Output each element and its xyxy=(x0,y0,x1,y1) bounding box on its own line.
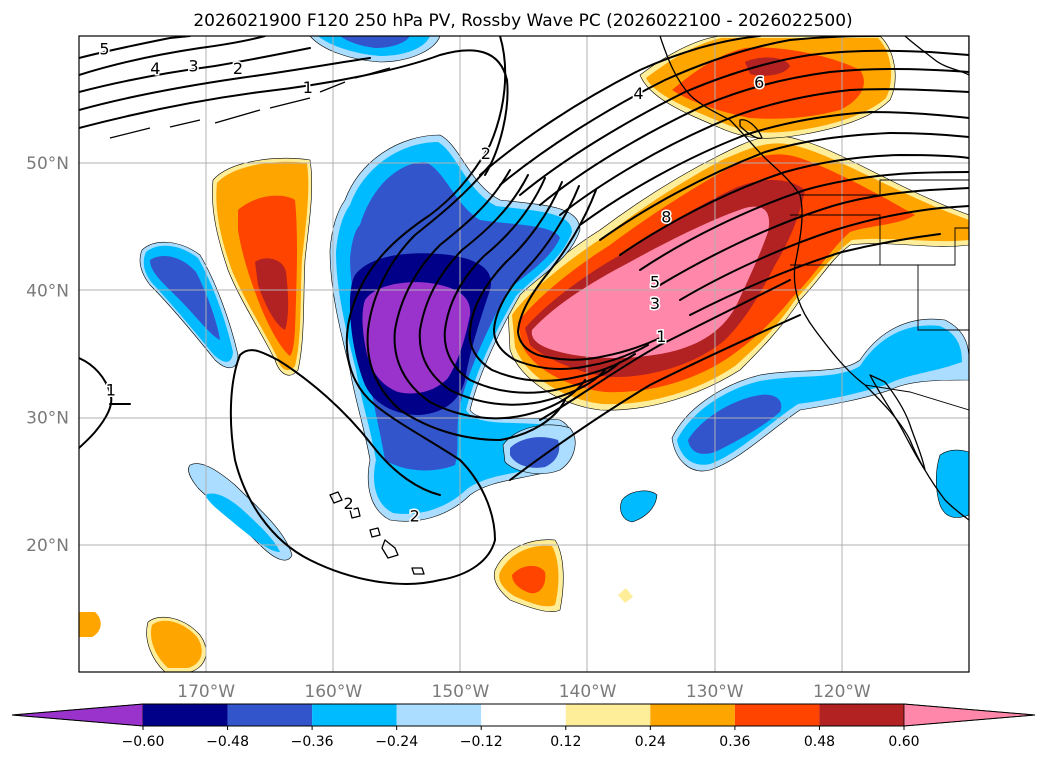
contour-label-1: 4 xyxy=(150,59,160,78)
negative-anomaly-0.60 xyxy=(362,282,471,394)
anomaly-fills xyxy=(79,36,969,672)
colorbar-label-9: 0.60 xyxy=(888,734,919,750)
negative-anomaly-east-c xyxy=(688,394,782,454)
lon-label-4: 130°W xyxy=(686,682,744,702)
gridlines xyxy=(79,36,969,672)
lat-label-0: 20°N xyxy=(26,536,69,556)
contour-label-13: 2 xyxy=(343,494,353,513)
colorbar-label-0: −0.60 xyxy=(122,734,165,750)
map-title: 2026021900 F120 250 hPa PV, Rossby Wave … xyxy=(193,11,852,31)
longitude-labels: 170°W 160°W 150°W 140°W 130°W 120°W xyxy=(177,682,871,702)
hawaii-islands xyxy=(329,491,425,575)
colorbar-label-2: −0.36 xyxy=(291,734,334,750)
contour-label-10: 3 xyxy=(650,294,660,313)
colorbar-bin-8 xyxy=(819,704,904,726)
colorbar-bin-0 xyxy=(143,704,228,726)
colorbar-bin-3 xyxy=(396,704,482,726)
contour-label-9: 5 xyxy=(650,272,660,291)
contour-label-8: 8 xyxy=(661,208,671,227)
lat-label-1: 30°N xyxy=(26,409,69,429)
colorbar-bin-2 xyxy=(312,704,397,726)
colorbar-label-1: −0.48 xyxy=(206,734,249,750)
colorbar-label-3: −0.24 xyxy=(375,734,418,750)
positive-anomaly-edge xyxy=(79,612,101,637)
contours xyxy=(79,36,969,585)
colorbar-label-6: 0.24 xyxy=(635,734,666,750)
colorbar-label-7: 0.36 xyxy=(719,734,750,750)
colorbar-label-8: 0.48 xyxy=(804,734,835,750)
negative-anomaly-spot xyxy=(620,490,658,523)
map-frame xyxy=(78,35,970,673)
negative-anomaly-small-b xyxy=(510,437,560,468)
contour-label-14: 2 xyxy=(410,507,420,526)
colorbar-bin-7 xyxy=(734,704,820,726)
positive-anomaly-south-red xyxy=(512,565,546,594)
colorbar-bin-5 xyxy=(565,704,651,726)
contour-label-7: 6 xyxy=(754,73,764,92)
negative-anomaly-north-c xyxy=(340,36,410,48)
contour-label-4: 1 xyxy=(303,78,313,97)
lon-label-3: 140°W xyxy=(559,682,617,702)
lon-label-0: 170°W xyxy=(177,682,235,702)
contour-label-11: 1 xyxy=(656,327,666,346)
vancouver-island xyxy=(739,119,763,140)
positive-anomaly-sw-orange xyxy=(150,620,202,668)
contour-label-0: 5 xyxy=(99,40,109,59)
colorbar-label-5: 0.12 xyxy=(550,734,581,750)
colorbar-label-4: −0.12 xyxy=(460,734,503,750)
colorbar-bin-1 xyxy=(227,704,313,726)
lat-label-3: 50°N xyxy=(26,154,69,174)
contour-labels: 5 4 3 2 1 2 4 6 8 5 3 1 1 2 2 xyxy=(98,38,766,527)
lat-label-2: 40°N xyxy=(26,281,69,301)
contour-label-5: 2 xyxy=(481,144,491,163)
positive-anomaly-165w-dark xyxy=(255,258,289,330)
map-area: 5 4 3 2 1 2 4 6 8 5 3 1 1 2 2 xyxy=(79,36,969,672)
latitude-labels: 20°N 30°N 40°N 50°N xyxy=(26,154,69,556)
negative-anomaly-edge xyxy=(935,449,969,518)
baja-coast xyxy=(869,374,926,471)
contour-label-6: 4 xyxy=(633,84,643,103)
aleutian-islands xyxy=(109,67,391,139)
colorbar: −0.60 −0.48 −0.36 −0.24 −0.12 0.12 0.24 0.36 0.4… xyxy=(11,703,1036,750)
contour-label-3: 2 xyxy=(233,59,243,78)
colorbar-extend-low xyxy=(11,703,144,727)
negative-anomaly-170w-c xyxy=(150,256,220,340)
colorbar-extend-high xyxy=(903,703,1036,727)
colorbar-bin-4 xyxy=(481,704,566,726)
contour-label-12: 1 xyxy=(106,381,116,400)
contour-label-2: 3 xyxy=(188,56,198,75)
lon-label-2: 150°W xyxy=(432,682,490,702)
colorbar-bin-6 xyxy=(650,704,735,726)
lon-label-5: 120°W xyxy=(813,682,871,702)
lon-label-1: 160°W xyxy=(304,682,362,702)
negative-anomaly-strip-b xyxy=(205,493,280,552)
positive-anomaly-dot xyxy=(618,588,633,603)
